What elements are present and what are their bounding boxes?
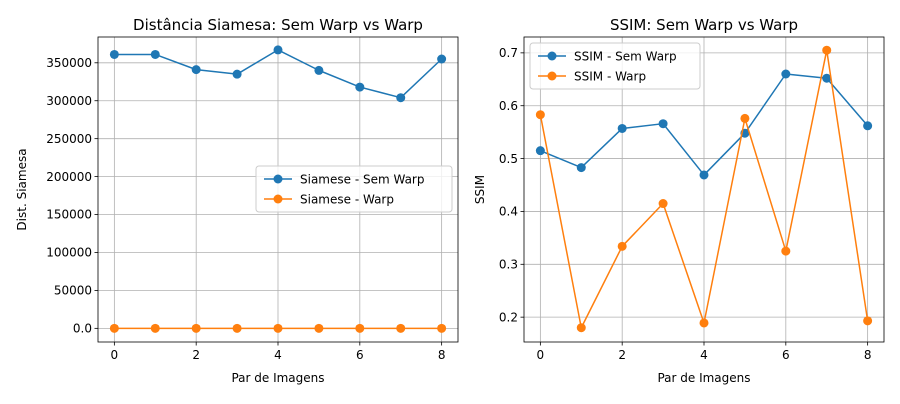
data-point	[314, 65, 324, 75]
x-tick-label: 0	[537, 348, 545, 362]
y-tick-label: 0.5	[499, 152, 518, 166]
chart-panel-siamese: 0 2 4 6 8 0.0 50000 100000 150000 200000 250000 300…	[15, 16, 459, 385]
data-point	[535, 110, 545, 120]
legend-marker	[547, 71, 557, 81]
data-point	[109, 323, 119, 333]
data-point	[232, 323, 242, 333]
y-axis-label: SSIM	[473, 175, 487, 204]
legend-marker	[273, 194, 283, 204]
series-group	[109, 45, 447, 333]
data-point	[191, 323, 201, 333]
chart-panel-ssim: 0 2 4 6 8 0.2 0.3 0.4 0.5 0.6 0.7 SSIM: Sem Warp v…	[473, 16, 885, 385]
data-point	[863, 121, 873, 131]
data-point	[576, 323, 586, 333]
data-point	[617, 123, 627, 133]
data-point	[781, 246, 791, 256]
data-point	[109, 49, 119, 59]
y-tick-label: 0.7	[499, 46, 518, 60]
data-point	[273, 45, 283, 55]
data-point	[150, 49, 160, 59]
data-point	[740, 113, 750, 123]
legend-box	[255, 165, 453, 213]
data-point	[822, 45, 832, 55]
data-point	[535, 146, 545, 156]
data-point	[781, 69, 791, 79]
x-axis-label: Par de Imagens	[231, 371, 324, 385]
data-point	[355, 82, 365, 92]
data-point	[863, 316, 873, 326]
x-tick-label: 6	[782, 348, 790, 362]
data-point	[658, 119, 668, 129]
legend-marker	[547, 51, 557, 61]
grid-lines	[524, 37, 884, 342]
x-tick-label: 2	[618, 348, 626, 362]
legend-marker	[273, 174, 283, 184]
y-axis-label: Dist. Siamesa	[15, 148, 29, 230]
y-tick-label: 50000	[54, 284, 92, 298]
data-point	[576, 163, 586, 173]
y-tick-label: 200000	[46, 170, 92, 184]
axis-ticks: 0 2 4 6 8 0.2 0.3 0.4 0.5 0.6 0.7	[499, 46, 872, 362]
y-tick-label: 350000	[46, 56, 92, 70]
legend: Siamese - Sem Warp Siamese - Warp	[255, 165, 453, 213]
chart-title: SSIM: Sem Warp vs Warp	[610, 16, 798, 34]
legend-label: SSIM - Sem Warp	[574, 49, 677, 63]
x-axis-label: Par de Imagens	[657, 371, 750, 385]
legend-label: Siamese - Warp	[300, 192, 394, 206]
data-point	[617, 241, 627, 251]
y-tick-label: 0.3	[499, 257, 518, 271]
y-tick-label: 250000	[46, 132, 92, 146]
data-point	[150, 323, 160, 333]
data-point	[273, 323, 283, 333]
y-tick-label: 150000	[46, 208, 92, 222]
y-tick-label: 0.6	[499, 99, 518, 113]
x-tick-label: 6	[356, 348, 364, 362]
y-tick-label: 300000	[46, 94, 92, 108]
y-tick-label: 100000	[46, 246, 92, 260]
legend-label: SSIM - Warp	[574, 69, 646, 83]
x-tick-label: 4	[700, 348, 708, 362]
chart-title: Distância Siamesa: Sem Warp vs Warp	[133, 16, 423, 34]
y-tick-label: 0.4	[499, 205, 518, 219]
legend-box	[529, 42, 701, 90]
legend: SSIM - Sem Warp SSIM - Warp	[529, 42, 701, 90]
data-point	[355, 323, 365, 333]
data-point	[396, 323, 406, 333]
legend-label: Siamese - Sem Warp	[300, 172, 424, 186]
data-point	[658, 199, 668, 209]
series-group	[535, 45, 873, 333]
data-point	[232, 69, 242, 79]
data-point	[699, 170, 709, 180]
axis-ticks: 0 2 4 6 8 0.0 50000 100000 150000 200000 250000 300…	[46, 56, 445, 362]
x-tick-label: 0	[111, 348, 119, 362]
x-tick-label: 8	[438, 348, 446, 362]
data-point	[437, 323, 447, 333]
data-point	[191, 65, 201, 75]
y-tick-label: 0.0	[73, 322, 92, 336]
data-point	[396, 93, 406, 103]
x-tick-label: 2	[192, 348, 200, 362]
x-tick-label: 4	[274, 348, 282, 362]
data-point	[314, 323, 324, 333]
x-tick-label: 8	[864, 348, 872, 362]
data-point	[822, 73, 832, 83]
y-tick-label: 0.2	[499, 310, 518, 324]
data-point	[699, 318, 709, 328]
data-point	[437, 54, 447, 64]
